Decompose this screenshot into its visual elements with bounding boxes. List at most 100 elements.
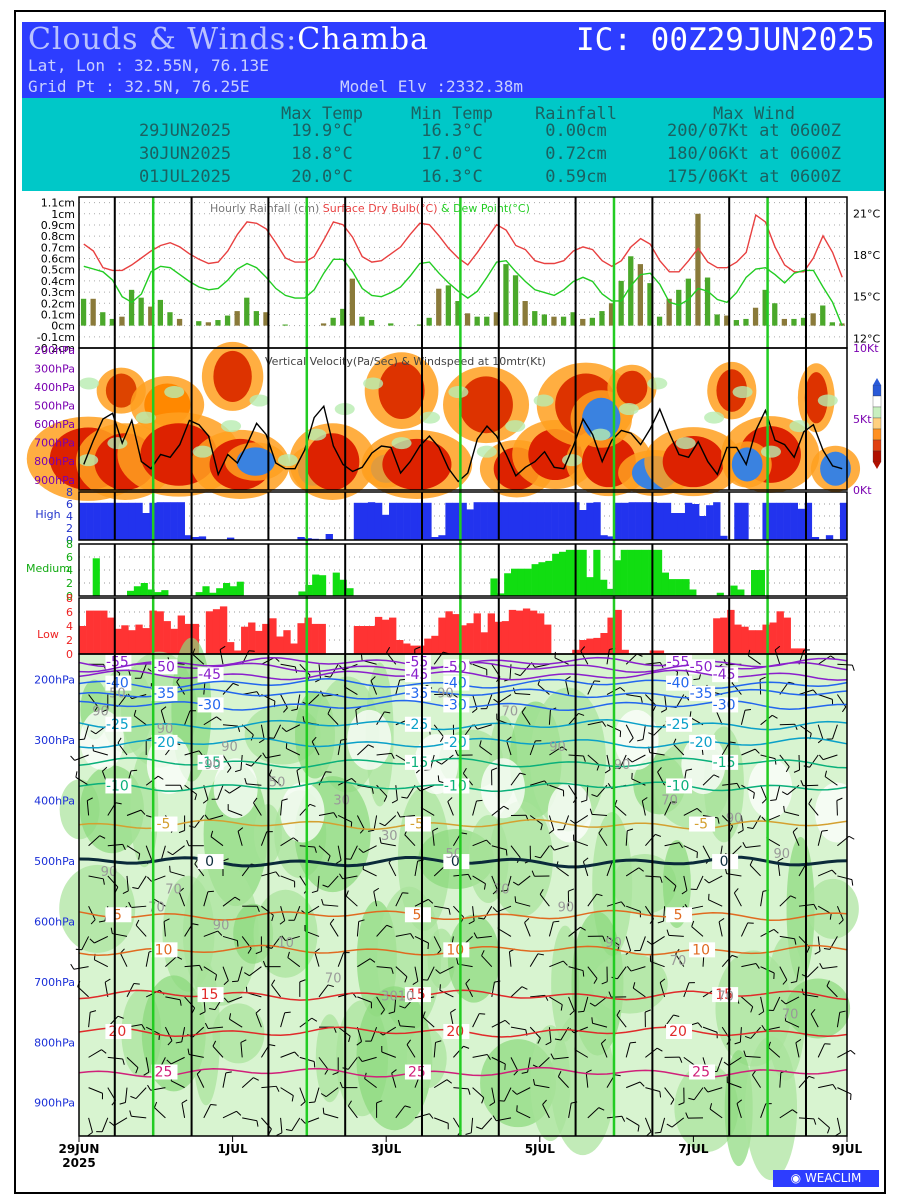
- cloud-bar: [531, 564, 539, 596]
- wind-barb: [280, 663, 296, 668]
- cloud-bar: [236, 581, 244, 596]
- wind-barb: [327, 984, 334, 988]
- wind-barb: [203, 1104, 212, 1119]
- wind-barb: [642, 797, 648, 802]
- cloud-bar: [452, 614, 460, 654]
- cloud-bar: [353, 626, 362, 654]
- wind-barb: [836, 800, 838, 816]
- wind-barb: [379, 837, 382, 844]
- cloud-bar: [741, 626, 749, 654]
- temperature-contour-label: -55: [667, 654, 690, 670]
- wind-barb: [397, 1019, 401, 1026]
- wind-barb: [545, 1041, 552, 1046]
- humidity-label: 10: [277, 936, 294, 951]
- wind-barb: [258, 739, 265, 744]
- wind-barb: [557, 1071, 562, 1077]
- wind-barb: [481, 1097, 485, 1104]
- temperature-contour-label: 25: [408, 1064, 426, 1080]
- wind-barb: [817, 724, 824, 740]
- wind-barb: [537, 953, 544, 956]
- wind-barb: [664, 801, 672, 816]
- daily-summary: Max Temp Min Temp Rainfall Max Wind 29JU…: [22, 98, 884, 191]
- cloud-bar: [367, 502, 376, 540]
- wind-barb: [237, 831, 243, 846]
- humidity-label: 90: [437, 687, 454, 702]
- wind-barb: [337, 952, 345, 967]
- wind-barb: [88, 1012, 91, 1028]
- contour-label-bg: [151, 816, 178, 832]
- wind-barb: [515, 692, 531, 696]
- humidity-shading: [212, 1003, 265, 1064]
- wind-barb: [224, 789, 230, 794]
- wind-barb: [731, 954, 738, 958]
- wind-barb: [318, 1057, 329, 1070]
- rain-bar: [426, 317, 432, 326]
- humidity-shading: [315, 1014, 344, 1103]
- temperature-contour: [78, 1066, 848, 1079]
- wind-barb: [244, 972, 250, 977]
- cloud-bar: [459, 502, 467, 540]
- humidity-label: 70: [325, 972, 342, 987]
- wind-barb: [102, 709, 108, 713]
- cloud-bar: [607, 617, 615, 654]
- wind-barb: [568, 926, 581, 937]
- wind-barb: [175, 1041, 182, 1044]
- wind-barb: [356, 921, 360, 937]
- humidity-shading: [213, 758, 258, 819]
- wind-barb: [570, 819, 576, 825]
- colorbar-swatch: [872, 450, 882, 463]
- wind-barb: [574, 815, 589, 825]
- wind-barb: [651, 936, 665, 946]
- row-max: 20.0°C: [291, 167, 353, 187]
- temperature-contour-label: -15: [405, 755, 428, 771]
- wind-barb: [432, 827, 439, 832]
- wind-barb: [94, 935, 109, 944]
- wind-barb: [851, 664, 855, 671]
- wind-barb: [558, 1076, 569, 1088]
- cloud-bar: [473, 613, 481, 654]
- temperature-contour: [78, 909, 848, 921]
- cloud-bar: [154, 592, 162, 596]
- wind-barb: [479, 745, 493, 756]
- cloud-bar: [504, 573, 512, 596]
- y-tick-label: 200hPa: [34, 344, 75, 357]
- cloud-bar: [544, 624, 552, 654]
- wind-barb: [747, 827, 754, 829]
- cloud-bar: [769, 502, 777, 540]
- wind-barb: [550, 1053, 555, 1060]
- cloud-bar: [480, 632, 488, 654]
- wind-barb: [447, 797, 453, 802]
- y-tick-label: 2: [66, 634, 73, 647]
- cloud-bar: [634, 549, 642, 596]
- wind-barb: [285, 935, 300, 942]
- wind-barb: [779, 966, 788, 981]
- rain-bar: [791, 318, 797, 326]
- velocity-contour: [731, 447, 763, 482]
- wind-barb: [510, 845, 521, 858]
- wind-barb: [373, 815, 378, 831]
- wind-barb: [358, 919, 365, 922]
- wind-barb: [74, 754, 89, 761]
- wind-barb: [291, 1095, 294, 1102]
- wind-barb: [380, 842, 396, 847]
- wind-barb: [637, 739, 644, 742]
- medium-cloud-panel: [78, 543, 848, 597]
- wind-barb: [133, 983, 140, 985]
- y-tick-label: 2: [66, 577, 73, 590]
- wind-barb: [704, 878, 710, 884]
- cloud-bar: [121, 502, 129, 540]
- wind-barb: [606, 754, 611, 770]
- cloud-bar: [100, 610, 108, 654]
- cloud-bar: [86, 610, 94, 654]
- wind-barb: [203, 891, 209, 907]
- velocity-contour: [662, 436, 725, 488]
- wind-barb: [412, 980, 419, 986]
- wind-barb: [754, 748, 760, 754]
- wind-barb: [240, 754, 243, 770]
- wind-barb: [492, 907, 498, 913]
- wind-barb: [285, 1128, 292, 1132]
- wind-barb: [208, 814, 224, 821]
- y-tick-label: 8: [66, 486, 73, 499]
- humidity-label: 30: [333, 793, 350, 808]
